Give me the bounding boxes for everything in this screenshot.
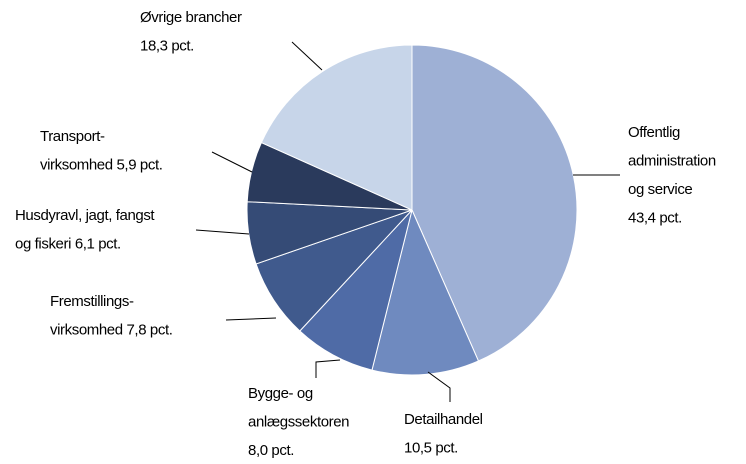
slice-label: Husdyravl, jagt, fangst: [15, 207, 155, 224]
category-label: Fremstillings-: [50, 293, 134, 310]
category-label: Øvrige brancher: [140, 9, 242, 26]
category-label: og service: [628, 181, 692, 198]
leader-line: [195, 229, 250, 235]
slice-label: Transport-: [40, 128, 105, 145]
value-label: 18,3 pct.: [140, 37, 194, 54]
category-label: Transport-: [40, 128, 105, 145]
slice-label: administration: [628, 152, 716, 169]
pie-slice: [371, 208, 480, 376]
value-label: 43,4 pct.: [628, 209, 682, 226]
value-label: 7,8 pct.: [126, 321, 172, 338]
category-label: og fiskeri: [15, 235, 71, 252]
value-label: 6,1 pct.: [75, 235, 121, 252]
leader-line: [315, 359, 341, 378]
slice-label: og fiskeri 6,1 pct.: [15, 235, 121, 252]
leader-line: [225, 317, 277, 321]
slice-label: anlægssektoren: [248, 413, 349, 430]
category-label: virksomhed: [40, 156, 113, 173]
category-label: Husdyravl, jagt, fangst: [15, 207, 155, 224]
slice-label: Fremstillings-: [50, 293, 134, 310]
slice-label: Detailhandel: [404, 411, 483, 428]
slice-label: Offentlig: [628, 124, 680, 141]
leader-line: [427, 371, 451, 402]
leader-line: [211, 151, 253, 173]
category-label: anlægssektoren: [248, 413, 349, 430]
category-label: administration: [628, 152, 716, 169]
slice-label: Øvrige brancher: [140, 9, 242, 26]
value-label: 10,5 pct.: [404, 439, 458, 456]
category-label: Bygge- og: [248, 385, 313, 402]
slice-label: virksomhed 5,9 pct.: [40, 156, 162, 173]
slice-label: og service: [628, 181, 692, 198]
slice-label: virksomhed 7,8 pct.: [50, 321, 172, 338]
value-label: 8,0 pct.: [248, 442, 294, 459]
category-label: Detailhandel: [404, 411, 483, 428]
category-label: virksomhed: [50, 321, 123, 338]
leader-line: [291, 41, 323, 71]
value-label: 5,9 pct.: [116, 156, 162, 173]
slice-label: Bygge- og: [248, 385, 313, 402]
pie-slice: [260, 44, 413, 211]
pie-slice: [411, 44, 578, 362]
category-label: Offentlig: [628, 124, 680, 141]
